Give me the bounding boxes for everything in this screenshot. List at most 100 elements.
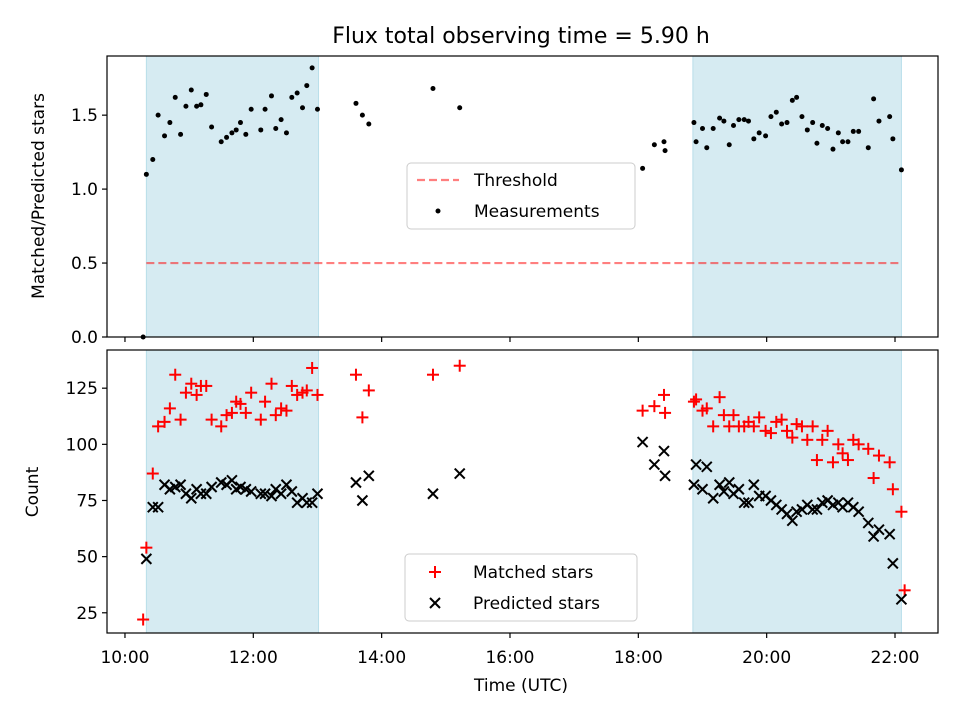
predicted-star-point bbox=[363, 470, 375, 482]
threshold-legend-label: Threshold bbox=[473, 171, 558, 191]
measurement-point bbox=[835, 130, 841, 136]
matched-star-point bbox=[300, 384, 313, 397]
observing-band bbox=[145, 55, 320, 338]
measurement-point bbox=[167, 120, 173, 126]
matched-star-point bbox=[220, 409, 233, 422]
measurements-legend-label: Measurements bbox=[474, 202, 600, 222]
predicted-star-point bbox=[701, 461, 713, 473]
matched-star-point bbox=[205, 413, 218, 426]
matched-star-point bbox=[886, 483, 899, 496]
measurement-point bbox=[233, 127, 239, 133]
predicted-star-point bbox=[427, 488, 439, 500]
matched-star-point bbox=[636, 404, 649, 417]
measurement-point bbox=[726, 142, 732, 148]
measurement-point bbox=[856, 128, 862, 134]
measurement-point bbox=[224, 134, 230, 140]
measurement-point bbox=[661, 139, 667, 145]
measurement-point bbox=[731, 123, 737, 129]
measurement-point bbox=[155, 112, 161, 118]
measurement-point bbox=[273, 125, 279, 131]
measurement-point bbox=[662, 148, 668, 154]
measurement-point bbox=[810, 120, 816, 126]
matched-star-point bbox=[169, 368, 182, 381]
predicted-star-point bbox=[265, 490, 278, 502]
matched-star-point bbox=[453, 359, 466, 372]
measurement-point bbox=[741, 117, 747, 123]
measurement-point bbox=[353, 100, 359, 106]
predicted-star-point bbox=[259, 488, 271, 500]
matched-star-point bbox=[259, 395, 272, 408]
measurement-point bbox=[721, 118, 727, 124]
predicted-star-point bbox=[658, 445, 670, 457]
predicted-star-point bbox=[713, 479, 726, 491]
measurement-point bbox=[209, 124, 215, 130]
predicted-star-point bbox=[311, 488, 324, 500]
measurement-point bbox=[768, 114, 774, 120]
predicted-legend-label: Predicted stars bbox=[473, 594, 600, 614]
measurement-point bbox=[304, 83, 310, 89]
measurement-point bbox=[162, 133, 168, 139]
matched-star-point bbox=[707, 420, 720, 433]
measurement-point bbox=[736, 117, 742, 123]
matched-star-point bbox=[867, 472, 880, 485]
predicted-star-point bbox=[286, 485, 298, 498]
matched-star-point bbox=[852, 438, 865, 451]
matched-star-point bbox=[790, 418, 803, 431]
observing-bands bbox=[145, 55, 902, 338]
matched-star-point bbox=[775, 413, 788, 426]
matched-star-point bbox=[265, 377, 278, 390]
count-x-ticks: 10:00 12:00 14:00 16:00 18:00 20:00 22:00 bbox=[100, 633, 920, 668]
measurement-point bbox=[237, 120, 243, 126]
ratio-legend: Threshold Measurements bbox=[406, 162, 636, 230]
matched-star-point bbox=[185, 377, 198, 390]
measurement-point bbox=[794, 94, 800, 100]
measurement-point bbox=[268, 93, 274, 99]
matched-star-point bbox=[158, 415, 171, 428]
matched-star-point bbox=[362, 384, 375, 397]
count-axes-frame bbox=[106, 349, 939, 634]
x-tick-label: 10:00 bbox=[100, 648, 149, 668]
matched-star-point bbox=[349, 368, 362, 381]
ratio-y-ticks: 0.0 0.5 1.0 1.5 bbox=[71, 106, 107, 348]
predicted-star-point bbox=[690, 458, 702, 471]
matched-star-point bbox=[753, 411, 766, 424]
matched-star-point bbox=[234, 397, 247, 410]
measurement-point bbox=[825, 125, 831, 131]
matched-star-point bbox=[821, 424, 834, 437]
matched-star-point bbox=[254, 413, 267, 426]
ratio-data-layer bbox=[140, 65, 904, 340]
measurement-point bbox=[198, 102, 204, 108]
predicted-star-point bbox=[707, 492, 719, 504]
measurement-point bbox=[830, 146, 836, 152]
measurement-point bbox=[203, 91, 209, 97]
matched-star-point bbox=[163, 402, 176, 415]
matched-star-point bbox=[356, 411, 369, 424]
ratio-axes-frame bbox=[106, 55, 939, 338]
measurement-point bbox=[704, 145, 710, 151]
x-tick-label: 18:00 bbox=[614, 648, 663, 668]
measurement-point bbox=[314, 106, 320, 112]
matched-star-point bbox=[883, 456, 896, 469]
matched-star-point bbox=[280, 404, 293, 417]
matched-star-point bbox=[687, 395, 700, 408]
matched-star-point bbox=[152, 420, 165, 433]
ratio-legend-box bbox=[406, 162, 636, 230]
matched-star-point bbox=[648, 400, 661, 413]
measurement-point bbox=[865, 145, 871, 151]
count-y-tick-label: 100 bbox=[66, 435, 98, 455]
predicted-star-point bbox=[873, 523, 885, 536]
predicted-star-point bbox=[742, 497, 755, 509]
predicted-star-point bbox=[205, 481, 218, 493]
matched-star-point bbox=[895, 505, 908, 518]
matched-star-point bbox=[780, 424, 793, 437]
matched-star-point bbox=[659, 406, 672, 419]
predicted-star-point bbox=[636, 436, 649, 448]
x-tick-label: 16:00 bbox=[485, 648, 534, 668]
ratio-y-tick-label: 1.0 bbox=[71, 180, 98, 200]
measurement-point bbox=[218, 139, 224, 145]
matched-star-point bbox=[770, 415, 783, 428]
measurement-point bbox=[651, 142, 657, 148]
matched-star-point bbox=[700, 402, 713, 415]
matched-star-point bbox=[786, 431, 799, 444]
